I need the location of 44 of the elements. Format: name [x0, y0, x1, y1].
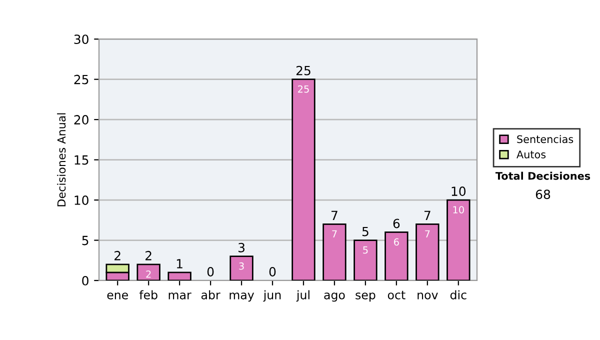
total-label: 5 — [362, 226, 368, 236]
data-label: 3 — [239, 262, 244, 270]
text: 68 — [536, 190, 550, 200]
y-axis-title: Decisiones Anual — [57, 113, 66, 206]
total-label: 7 — [424, 210, 430, 220]
y-tick-label: 30 — [74, 34, 88, 44]
total-label: 25 — [296, 66, 310, 76]
x-tick-label: mar — [168, 292, 192, 300]
legend-label: Autos — [516, 150, 546, 158]
x-tick-label: dic — [450, 290, 466, 300]
total-label: 2 — [146, 250, 152, 260]
y-tick-label: 20 — [74, 115, 88, 124]
x-tick-label: abr — [201, 290, 220, 300]
x-tick-label: jul — [296, 290, 310, 302]
total-label: 2 — [114, 250, 120, 260]
data-label: 25 — [298, 85, 309, 93]
x-tick-label: feb — [139, 290, 158, 300]
x-tick-label: may — [230, 292, 254, 302]
total-label: 0 — [207, 267, 214, 276]
data-label: 6 — [394, 238, 399, 246]
text: Total Decisiones — [495, 172, 590, 180]
total-label: 6 — [393, 218, 400, 228]
y-tick-label: 5 — [82, 236, 88, 246]
data-label: 2 — [146, 270, 151, 278]
legend-label: Sentencias — [517, 135, 574, 144]
x-tick-label: sep — [356, 292, 376, 302]
total-label: 10 — [452, 186, 466, 196]
y-tick-label: 25 — [74, 74, 88, 84]
data-label: 7 — [425, 230, 430, 238]
total-label: 0 — [269, 267, 276, 276]
data-label: 5 — [363, 246, 368, 254]
y-tick-label: 0 — [82, 276, 88, 286]
x-tick-label: jun — [263, 290, 281, 302]
total-label: 3 — [238, 242, 244, 252]
data-label: 7 — [332, 230, 337, 238]
x-tick-label: ago — [324, 292, 345, 302]
x-tick-label: oct — [388, 290, 406, 300]
y-tick-label: 15 — [74, 155, 88, 165]
y-tick-label: 10 — [74, 196, 88, 205]
x-tick-label: nov — [418, 292, 438, 300]
total-label: 1 — [176, 259, 182, 268]
total-label: 7 — [332, 210, 338, 220]
x-tick-label: ene — [107, 292, 128, 300]
data-label: 10 — [453, 206, 464, 214]
